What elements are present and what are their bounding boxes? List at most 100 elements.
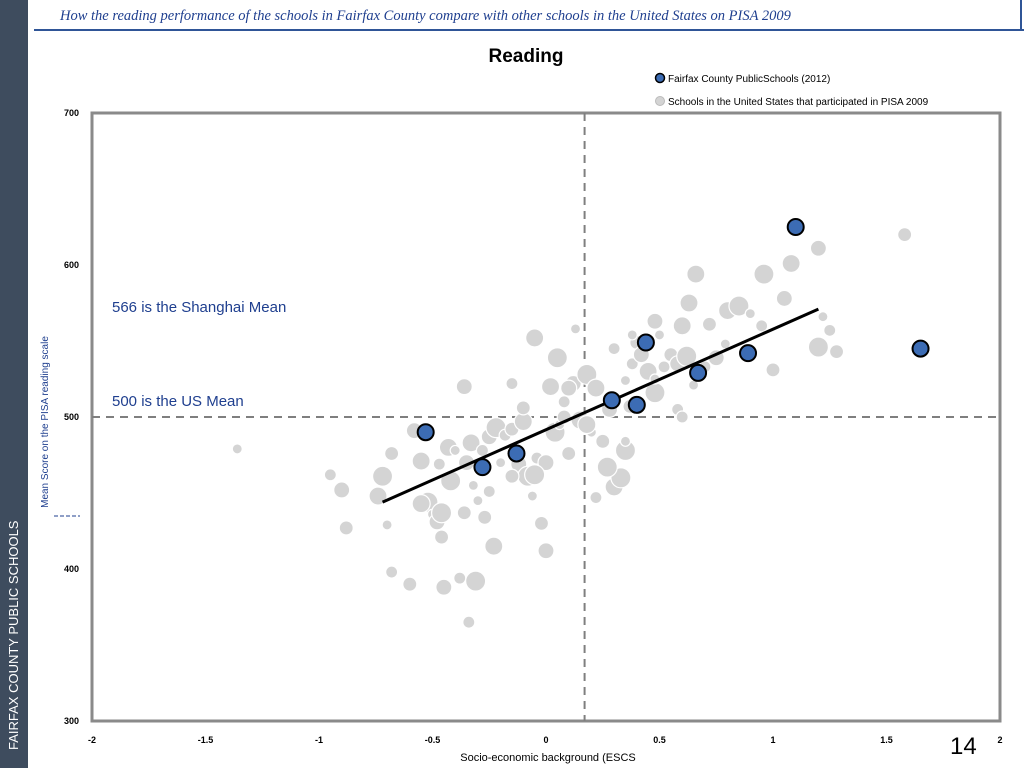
us-school-point	[557, 395, 571, 409]
fairfax-school-point	[416, 423, 435, 442]
us-school-point	[384, 445, 400, 462]
us-school-point	[505, 376, 519, 391]
fairfax-school-point	[636, 333, 655, 352]
us-school-point	[817, 311, 829, 323]
us-school-point	[657, 360, 671, 374]
us-school-point	[482, 484, 496, 499]
us-school-point	[675, 410, 689, 424]
y-tick-label: 400	[64, 564, 79, 574]
us-school-point	[561, 445, 577, 462]
us-school-point	[411, 494, 431, 514]
us-school-point	[495, 457, 507, 469]
us-school-point	[625, 357, 639, 371]
x-axis-label: Socio-economic background (ESCS	[460, 752, 635, 764]
x-tick-label: 0	[543, 735, 548, 745]
x-tick-label: 1.5	[880, 735, 893, 745]
us-school-point	[433, 529, 450, 545]
fairfax-school-point	[911, 339, 930, 358]
annotations: 566 is the Shanghai Mean 500 is the US Me…	[112, 299, 286, 410]
fairfax-points	[416, 218, 930, 477]
us-school-point	[823, 323, 837, 337]
us-school-point	[449, 444, 461, 457]
us-school-point	[728, 295, 750, 317]
chart-title: Reading	[489, 46, 564, 67]
us-school-point	[435, 578, 453, 596]
us-school-point	[781, 253, 801, 274]
y-tick-label: 600	[64, 260, 79, 270]
us-school-point	[333, 481, 351, 499]
us-school-point	[619, 435, 632, 447]
legend-label-fairfax: Fairfax County PublicSchools (2012)	[668, 74, 830, 85]
fairfax-school-point	[786, 218, 805, 236]
x-tick-label: 0.5	[653, 735, 666, 745]
us-school-point	[595, 433, 611, 449]
header-side-rule	[1020, 0, 1022, 30]
us-school-point	[679, 293, 699, 313]
us-school-point	[607, 342, 621, 356]
us-mean-annotation: 500 is the US Mean	[112, 393, 244, 410]
us-school-point	[540, 377, 561, 397]
fairfax-school-point	[689, 363, 708, 382]
us-school-point	[455, 378, 473, 396]
sidebar: FAIRFAX COUNTY PUBLIC SCHOOLS	[0, 0, 28, 768]
us-school-point	[744, 308, 756, 320]
us-school-point	[653, 329, 666, 341]
us-school-point	[456, 505, 472, 521]
legend-marker-fairfax	[654, 72, 666, 84]
us-school-point	[525, 328, 545, 348]
us-school-point	[484, 536, 504, 556]
us-school-point	[472, 495, 484, 507]
fairfax-school-point	[739, 344, 758, 363]
us-schools-points	[231, 227, 913, 629]
header: How the reading performance of the schoo…	[28, 0, 1024, 31]
fairfax-school-point	[507, 444, 526, 463]
x-tick-label: -1.5	[198, 735, 214, 745]
x-tick-label: -2	[88, 735, 96, 745]
us-school-point	[524, 464, 546, 486]
trend-line-layer	[381, 307, 820, 504]
slide-title: How the reading performance of the schoo…	[60, 8, 791, 24]
fairfax-school-point	[602, 391, 621, 410]
us-school-point	[371, 465, 394, 487]
us-school-point	[385, 565, 399, 579]
fairfax-school-point	[627, 395, 646, 414]
page-number: 14	[950, 733, 977, 760]
legend-label-us: Schools in the United States that partic…	[668, 97, 929, 108]
x-tick-label: -1	[315, 735, 323, 745]
y-tick-label: 300	[64, 716, 79, 726]
us-school-point	[411, 451, 431, 471]
us-school-point	[467, 479, 479, 491]
x-tick-label: 2	[997, 735, 1002, 745]
x-tick-label: -0.5	[425, 735, 441, 745]
trend-line	[381, 307, 820, 504]
us-school-point	[589, 490, 603, 505]
us-school-point	[461, 433, 481, 453]
reference-lines	[92, 113, 1000, 721]
us-school-point	[453, 571, 467, 585]
us-school-point	[828, 344, 845, 360]
us-school-point	[626, 329, 638, 341]
us-school-point	[477, 509, 493, 525]
us-school-point	[686, 264, 706, 284]
y-tick-label: 500	[64, 412, 79, 422]
us-school-point	[381, 519, 393, 531]
us-school-point	[577, 415, 597, 435]
us-school-point	[753, 263, 775, 285]
axes-labels: Reading -2 -1.5 -1 -0.5 0 0.5 1 1.5 2 300 400 500 600…	[40, 46, 1003, 764]
us-school-point	[807, 336, 830, 358]
us-school-point	[775, 289, 793, 308]
header-divider	[34, 29, 1024, 31]
us-school-point	[526, 490, 538, 502]
us-school-point	[672, 316, 692, 336]
us-school-point	[504, 468, 520, 484]
y-axis-label: Mean Score on the PISA reading scale	[40, 336, 51, 508]
us-school-point	[430, 502, 453, 524]
us-school-point	[231, 443, 243, 455]
us-school-point	[402, 576, 418, 592]
us-school-point	[701, 316, 718, 332]
us-school-point	[596, 456, 618, 478]
us-school-point	[465, 570, 487, 592]
fairfax-school-point	[473, 458, 492, 477]
us-school-point	[560, 379, 578, 397]
